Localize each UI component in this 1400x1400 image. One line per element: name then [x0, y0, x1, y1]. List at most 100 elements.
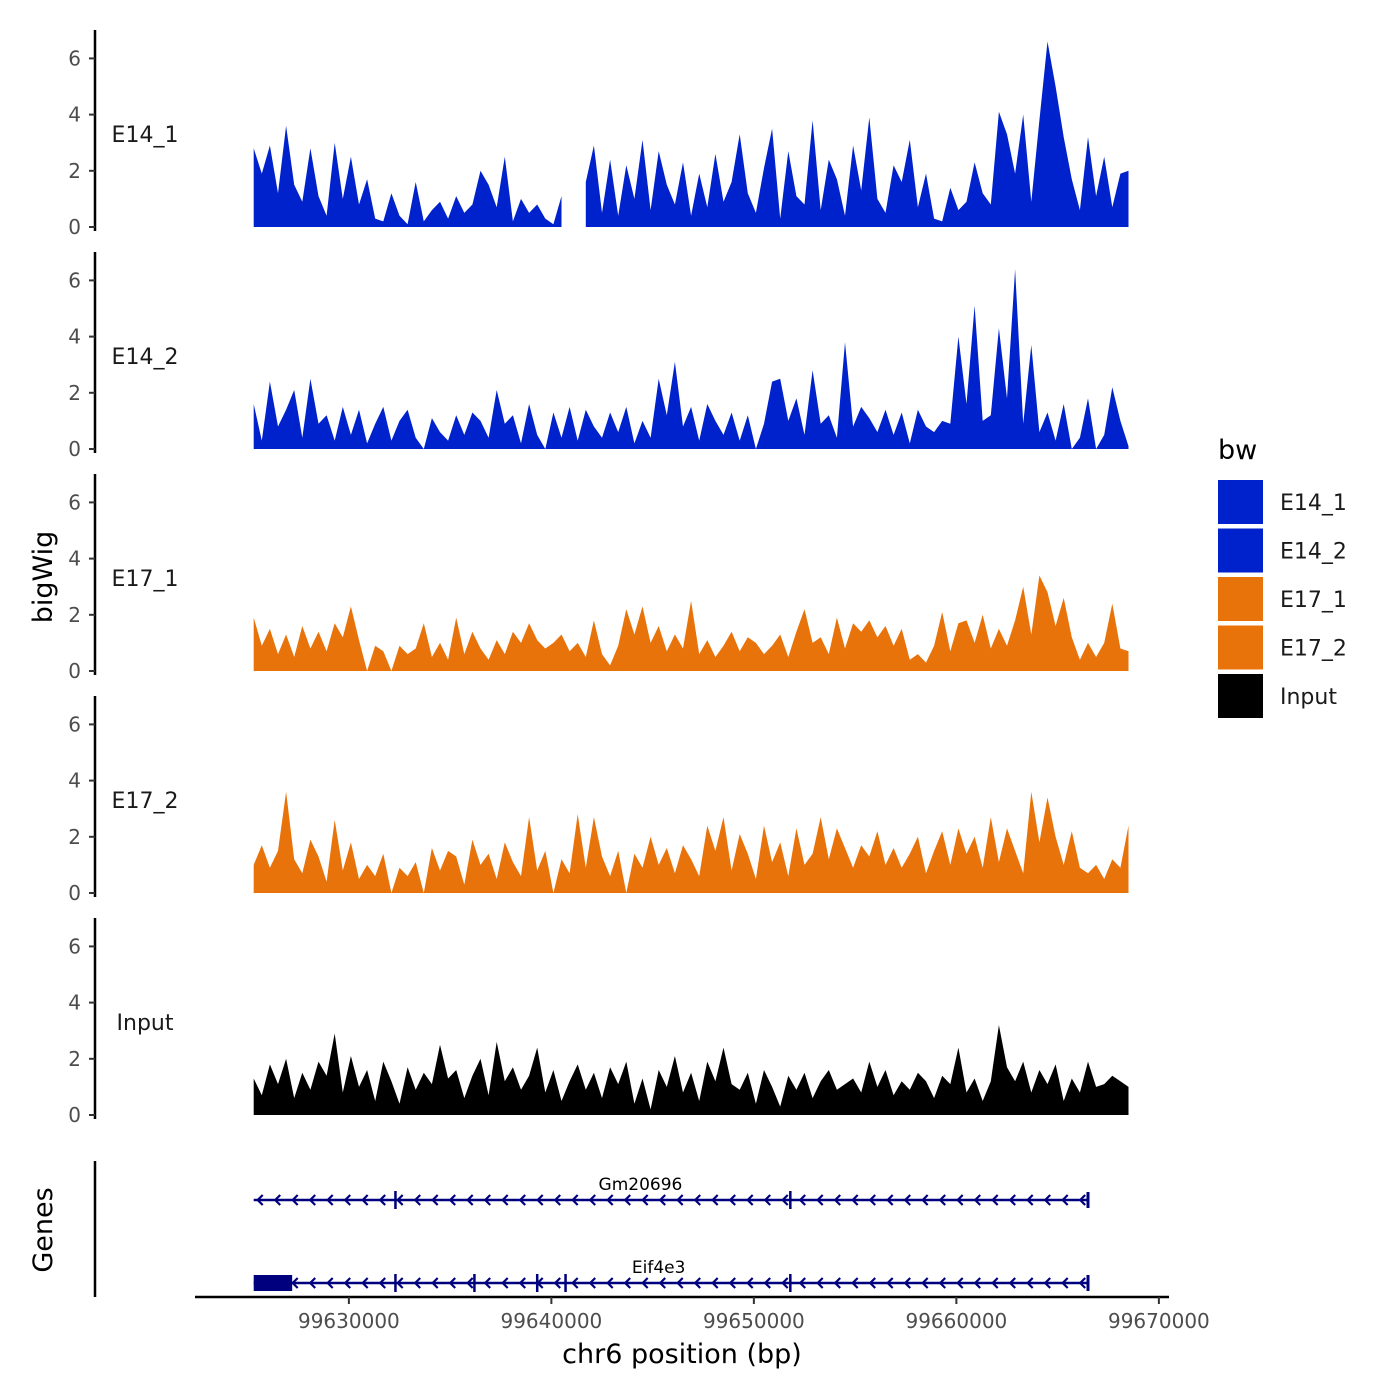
coverage-area [253, 575, 1129, 671]
track-panel-e14_1: 0 2 4 6 E14_1 [68, 30, 1129, 239]
strand-chevron [483, 1194, 491, 1206]
track-panel-input: 0 2 4 6 Input [68, 918, 1129, 1127]
strand-chevron [413, 1194, 421, 1206]
y-tick-label: 0 [68, 215, 81, 239]
strand-chevron [868, 1194, 876, 1206]
gene-annotation-panel: Gm20696 Eif4e3 [93, 1161, 1090, 1297]
strand-chevron [1008, 1277, 1016, 1289]
strand-chevron [588, 1277, 596, 1289]
coverage-area [253, 791, 1129, 893]
strand-chevron [746, 1277, 754, 1289]
strand-chevron [396, 1277, 404, 1289]
legend-label: Input [1280, 685, 1337, 710]
strand-chevron [903, 1277, 911, 1289]
strand-chevron [956, 1194, 964, 1206]
strand-chevron [623, 1194, 631, 1206]
strand-chevron [1043, 1277, 1051, 1289]
coverage-area [253, 125, 562, 227]
strand-chevron [973, 1194, 981, 1206]
strand-chevron [571, 1194, 579, 1206]
x-tick-label: 99640000 [500, 1309, 602, 1333]
strand-chevron [501, 1194, 509, 1206]
strand-chevron [1078, 1277, 1086, 1289]
strand-chevron [1061, 1277, 1069, 1289]
strand-chevron [728, 1194, 736, 1206]
strand-chevron [746, 1194, 754, 1206]
legend-label: E14_2 [1280, 540, 1347, 565]
strand-chevron [308, 1194, 316, 1206]
y-tick-label: 4 [68, 769, 81, 793]
strand-chevron [308, 1277, 316, 1289]
strand-chevron [886, 1194, 894, 1206]
legend-swatch [1218, 480, 1263, 524]
strand-chevron [378, 1194, 386, 1206]
strand-chevron [711, 1194, 719, 1206]
x-axis-title: chr6 position (bp) [562, 1339, 802, 1370]
exon-block [253, 1275, 293, 1291]
x-tick-label: 99630000 [298, 1309, 400, 1333]
strand-chevron [1078, 1194, 1086, 1206]
strand-chevron [571, 1277, 579, 1289]
legend-swatch [1218, 625, 1263, 670]
strand-chevron [676, 1277, 684, 1289]
legend-title: bw [1218, 435, 1257, 466]
strand-chevron [833, 1194, 841, 1206]
strand-chevron [448, 1194, 456, 1206]
y-tick-label: 6 [68, 268, 81, 292]
y-tick-label: 4 [68, 991, 81, 1015]
strand-chevron [991, 1194, 999, 1206]
y-tick-label: 6 [68, 46, 81, 70]
y-tick-label: 6 [68, 712, 81, 736]
strand-chevron [518, 1277, 526, 1289]
strand-chevron [378, 1277, 386, 1289]
y-tick-label: 2 [68, 381, 81, 405]
legend-swatch [1218, 674, 1263, 718]
strand-chevron [728, 1277, 736, 1289]
y-tick-label: 0 [68, 1103, 81, 1127]
strand-chevron [816, 1194, 824, 1206]
strand-chevron [676, 1194, 684, 1206]
gene-label: Gm20696 [599, 1175, 683, 1195]
legend-swatch [1218, 528, 1263, 573]
y-tick-label: 2 [68, 159, 81, 183]
track-label: Input [117, 1011, 174, 1036]
strand-chevron [536, 1194, 544, 1206]
y-tick-label: 4 [68, 325, 81, 349]
strand-chevron [798, 1277, 806, 1289]
track-panels: 0 2 4 6 E14_1 0 2 4 6 E14_2 0 2 4 6 E17_1 0 2 4 6 E17_2 0 2 4 6… [68, 30, 1129, 1127]
track-label: E14_2 [112, 345, 179, 370]
strand-chevron [693, 1194, 701, 1206]
strand-chevron [343, 1277, 351, 1289]
strand-chevron [991, 1277, 999, 1289]
strand-chevron [658, 1194, 666, 1206]
strand-chevron [798, 1194, 806, 1206]
gene-label: Eif4e3 [632, 1258, 686, 1278]
strand-chevron [1061, 1194, 1069, 1206]
strand-chevron [693, 1277, 701, 1289]
strand-chevron [326, 1194, 334, 1206]
strand-chevron [886, 1277, 894, 1289]
strand-chevron [273, 1194, 281, 1206]
y-tick-label: 0 [68, 659, 81, 683]
y-tick-label: 4 [68, 103, 81, 127]
strand-chevron [903, 1194, 911, 1206]
strand-chevron [606, 1277, 614, 1289]
strand-chevron [256, 1194, 264, 1206]
strand-chevron [606, 1194, 614, 1206]
strand-chevron [553, 1194, 561, 1206]
strand-chevron [466, 1277, 474, 1289]
strand-chevron [501, 1277, 509, 1289]
y-tick-label: 6 [68, 934, 81, 958]
track-panel-e14_2: 0 2 4 6 E14_2 [68, 252, 1129, 461]
x-tick-label: 99650000 [703, 1309, 805, 1333]
coverage-area [585, 41, 1129, 227]
strand-chevron [1026, 1277, 1034, 1289]
y-tick-label: 2 [68, 603, 81, 627]
legend-label: E17_1 [1280, 588, 1347, 613]
strand-chevron [466, 1194, 474, 1206]
y-axis-title: bigWig [28, 531, 59, 624]
strand-chevron [641, 1277, 649, 1289]
strand-chevron [781, 1277, 789, 1289]
y-tick-label: 0 [68, 881, 81, 905]
